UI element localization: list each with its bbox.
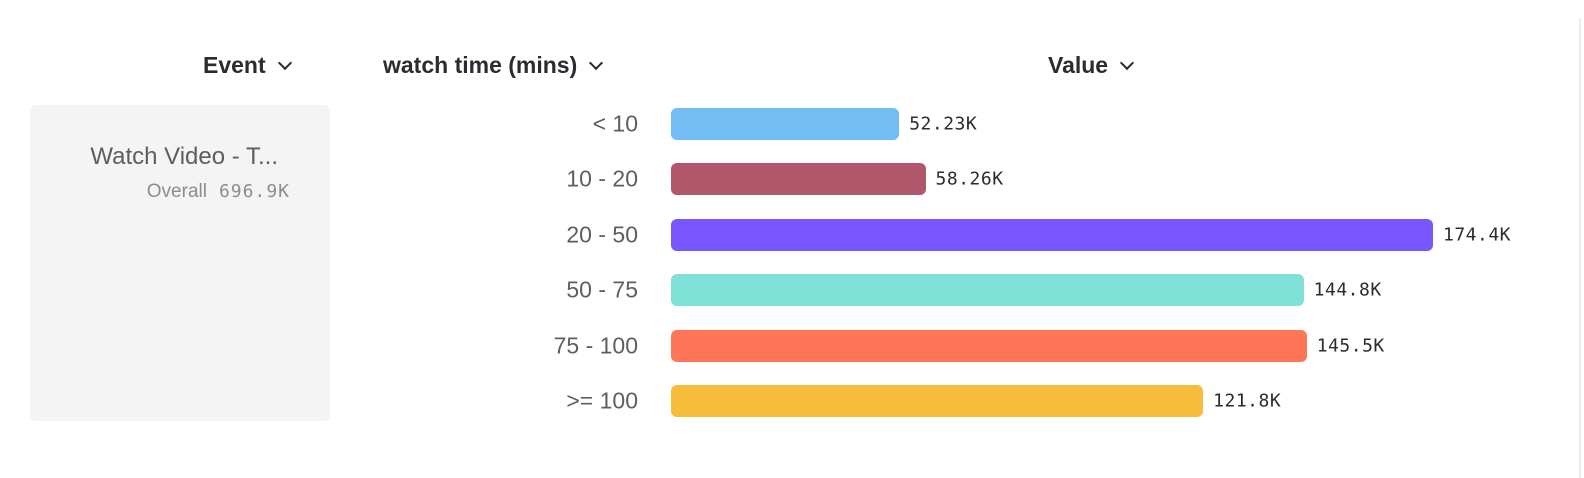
bar[interactable] bbox=[671, 385, 1204, 417]
bar[interactable] bbox=[671, 329, 1307, 362]
chevron-down-icon bbox=[589, 55, 604, 70]
breakdown-header-label: watch time (mins) bbox=[383, 52, 578, 78]
category-label: 10 - 20 bbox=[566, 165, 638, 192]
chevron-down-icon bbox=[277, 55, 292, 70]
breakdown-column-header[interactable]: watch time (mins) bbox=[383, 52, 604, 79]
value-column-header[interactable]: Value bbox=[1048, 52, 1135, 79]
panel-divider bbox=[1579, 18, 1581, 478]
category-label: < 10 bbox=[592, 110, 638, 137]
bar[interactable] bbox=[671, 218, 1433, 251]
category-label: >= 100 bbox=[566, 387, 638, 414]
data-label: 145.5K bbox=[1316, 335, 1385, 357]
category-label: 75 - 100 bbox=[553, 332, 638, 359]
bar[interactable] bbox=[671, 274, 1304, 307]
overall-total: Overall 696.9K bbox=[147, 181, 290, 203]
category-label: 50 - 75 bbox=[566, 276, 638, 303]
event-column-header[interactable]: Event bbox=[203, 52, 292, 79]
event-header-label: Event bbox=[203, 52, 266, 78]
data-label: 58.26K bbox=[935, 168, 1004, 190]
data-label: 174.4K bbox=[1443, 224, 1512, 246]
data-label: 121.8K bbox=[1213, 390, 1282, 412]
data-label: 144.8K bbox=[1313, 279, 1382, 301]
overall-value: 696.9K bbox=[218, 181, 290, 202]
data-label: 52.23K bbox=[909, 113, 978, 135]
chevron-down-icon bbox=[1120, 55, 1135, 70]
event-card[interactable]: Watch Video - T... Overall 696.9K bbox=[30, 105, 330, 421]
overall-label: Overall bbox=[146, 181, 207, 202]
event-name: Watch Video - T... bbox=[90, 143, 278, 170]
bar[interactable] bbox=[671, 108, 900, 140]
value-header-label: Value bbox=[1048, 52, 1109, 78]
bar[interactable] bbox=[671, 163, 926, 196]
category-label: 20 - 50 bbox=[566, 221, 638, 248]
